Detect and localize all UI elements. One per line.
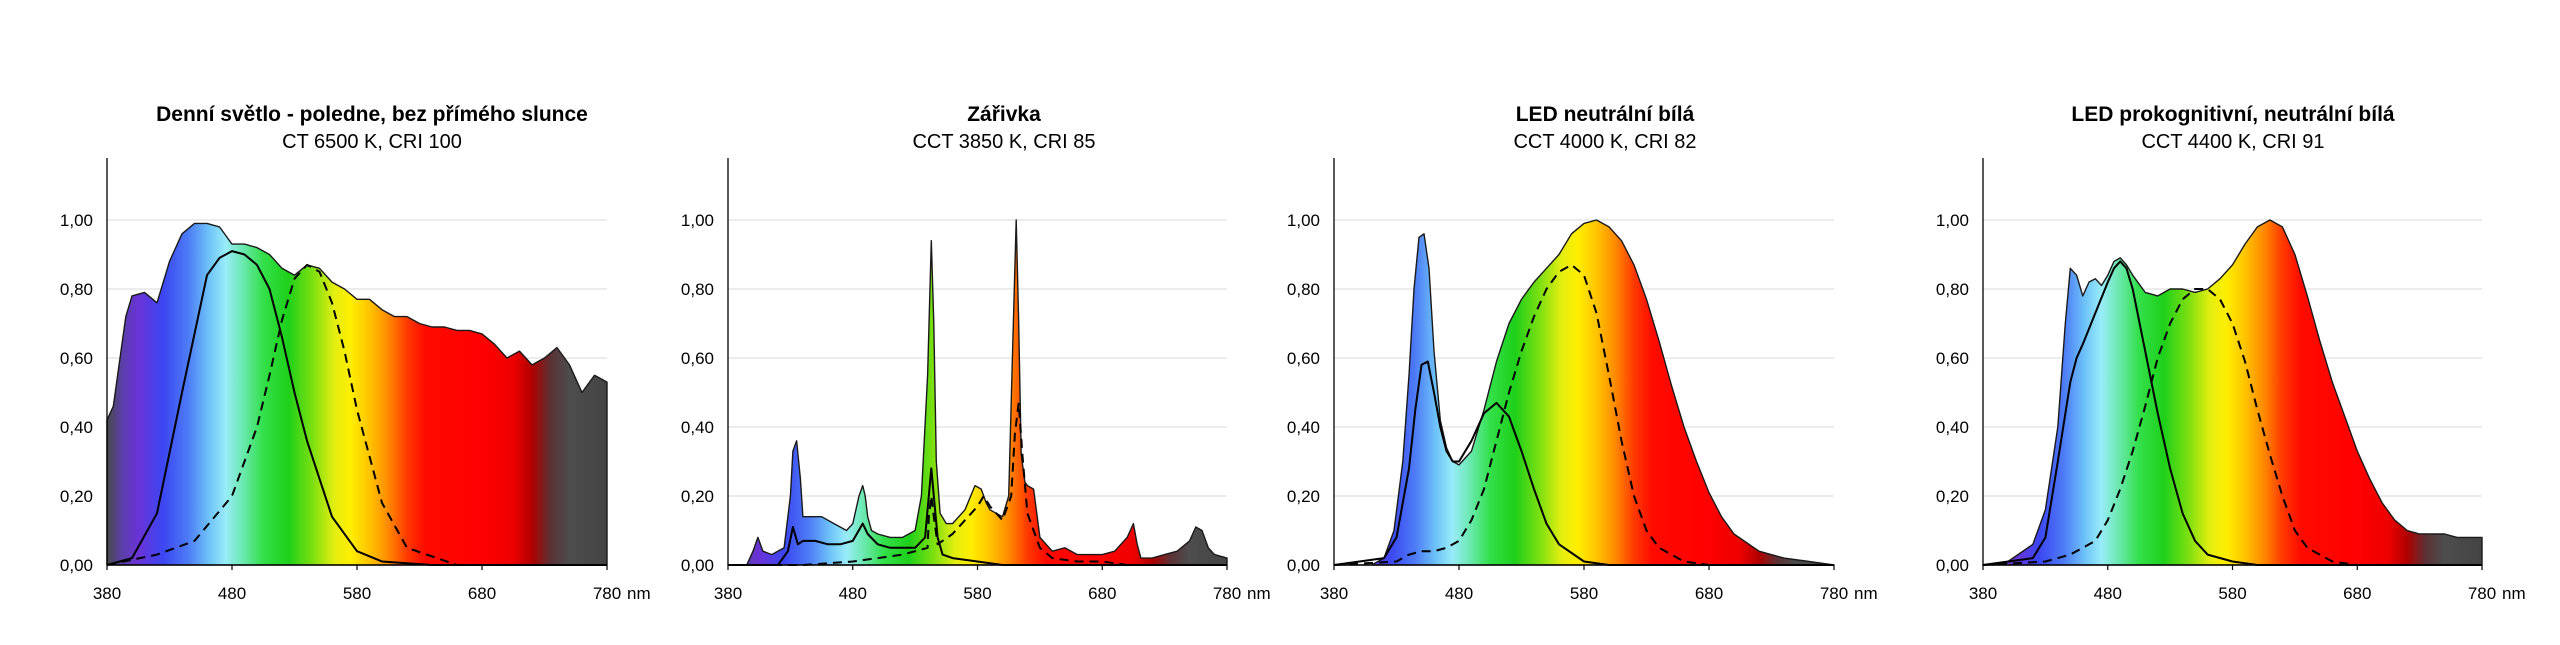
curve-solid: [728, 467, 1227, 566]
x-tick-label: 580: [343, 584, 371, 603]
x-unit-label: nm: [627, 584, 651, 603]
y-tick-label: 0,40: [681, 418, 714, 437]
spectrum-area: [727, 219, 1228, 566]
y-tick-label: 1,00: [681, 211, 714, 230]
chart-title: LED prokognitivní, neutrální bílá: [2071, 103, 2395, 126]
y-tick-label: 0,20: [681, 487, 714, 506]
spectrum-area: [106, 222, 608, 566]
x-tick-label: 380: [1320, 584, 1348, 603]
chart-panel-2: 0,00 0,20 0,40 0,60 0,80 1,00 380 480 580 680 780 n…: [681, 103, 1271, 603]
curve-dashed: [1333, 263, 1834, 566]
x-tick-label: 380: [1969, 584, 1997, 603]
x-tick-label: 380: [714, 584, 742, 603]
y-tick-label: 0,80: [1287, 280, 1320, 299]
x-tick-label: 780: [593, 584, 621, 603]
curve-dashed: [106, 263, 607, 566]
y-tick-label: 0,80: [1936, 280, 1969, 299]
curve-solid: [1982, 260, 2482, 566]
y-tick-label: 0,40: [1936, 418, 1969, 437]
x-tick-label: 480: [218, 584, 246, 603]
chart-subtitle: CCT 3850 K, CRI 85: [912, 131, 1095, 153]
x-tick-label: 480: [2094, 584, 2122, 603]
chart-panel-4: 0,00 0,20 0,40 0,60 0,80 1,00 380 480 580 680 780 n…: [1936, 103, 2526, 603]
chart-panel-1: 0,00 0,20 0,40 0,60 0,80 1,00 380 480 580 680 780 n…: [60, 103, 651, 603]
x-tick-label: 480: [1445, 584, 1473, 603]
chart-title: LED neutrální bílá: [1516, 103, 1695, 126]
y-tick-label: 0,60: [60, 349, 93, 368]
y-tick-label: 1,00: [1936, 211, 1969, 230]
x-tick-label: 580: [963, 584, 991, 603]
x-tick-label: 780: [2468, 584, 2496, 603]
y-tick-label: 1,00: [1287, 211, 1320, 230]
y-tick-label: 0,20: [1287, 487, 1320, 506]
x-tick-label: 580: [1570, 584, 1598, 603]
curve-solid: [106, 250, 607, 566]
y-tick-label: 0,00: [1287, 556, 1320, 575]
y-tick-label: 0,00: [60, 556, 93, 575]
y-tick-label: 0,60: [1287, 349, 1320, 368]
chart-title: Denní světlo - poledne, bez přímého slun…: [156, 103, 588, 126]
y-tick-label: 0,80: [681, 280, 714, 299]
x-unit-label: nm: [1247, 584, 1271, 603]
curve-solid: [1333, 360, 1834, 566]
x-tick-label: 380: [93, 584, 121, 603]
x-unit-label: nm: [1854, 584, 1878, 603]
chart-subtitle: CT 6500 K, CRI 100: [282, 131, 462, 153]
x-tick-label: 780: [1213, 584, 1241, 603]
x-tick-label: 580: [2218, 584, 2246, 603]
curve-dashed: [1982, 288, 2482, 566]
x-tick-label: 480: [839, 584, 867, 603]
y-tick-label: 0,40: [60, 418, 93, 437]
y-tick-label: 1,00: [60, 211, 93, 230]
spectrum-area: [1982, 219, 2483, 566]
y-tick-label: 0,60: [1936, 349, 1969, 368]
y-tick-label: 0,00: [1936, 556, 1969, 575]
x-unit-label: nm: [2502, 584, 2526, 603]
x-tick-label: 680: [1695, 584, 1723, 603]
y-tick-label: 0,00: [681, 556, 714, 575]
y-tick-label: 0,20: [60, 487, 93, 506]
x-tick-label: 680: [2343, 584, 2371, 603]
y-tick-label: 0,80: [60, 280, 93, 299]
y-tick-label: 0,40: [1287, 418, 1320, 437]
x-tick-label: 680: [1088, 584, 1116, 603]
chart-subtitle: CCT 4000 K, CRI 82: [1513, 131, 1696, 153]
spectrum-area: [1333, 219, 1835, 566]
chart-panel-3: 0,00 0,20 0,40 0,60 0,80 1,00 380 480 580 680 780 n…: [1287, 103, 1878, 603]
chart-subtitle: CCT 4400 K, CRI 91: [2141, 131, 2324, 153]
chart-title: Zářivka: [967, 103, 1041, 126]
curve-dashed: [728, 401, 1227, 566]
y-tick-label: 0,60: [681, 349, 714, 368]
y-tick-label: 0,20: [1936, 487, 1969, 506]
x-tick-label: 680: [468, 584, 496, 603]
x-tick-label: 780: [1820, 584, 1848, 603]
